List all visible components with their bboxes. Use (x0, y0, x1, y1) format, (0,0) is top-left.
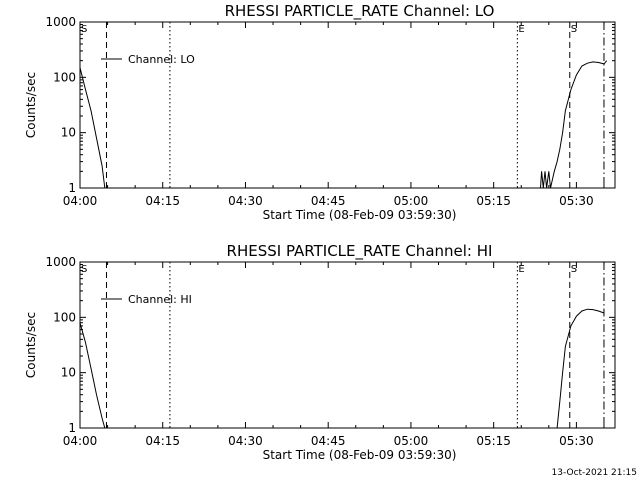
footer-timestamp: 13-Oct-2021 21:15 (552, 468, 637, 478)
y-tick-label: 100 (53, 310, 76, 324)
x-tick-label: 05:00 (394, 434, 429, 448)
time-marker-label: S (81, 264, 87, 275)
x-tick-label: 04:15 (145, 194, 180, 208)
y-tick-label: 10 (61, 366, 76, 380)
series-line-channel-hi (79, 322, 106, 429)
chart-title: RHESSI PARTICLE_RATE Channel: HI (227, 242, 493, 261)
x-tick-label: 05:30 (559, 194, 594, 208)
x-tick-label: 04:00 (63, 194, 98, 208)
time-marker-label: E (518, 264, 524, 275)
x-tick-label: 04:00 (63, 434, 98, 448)
y-tick-label: 1 (68, 421, 76, 435)
chart-panel-lo: RHESSI PARTICLE_RATE Channel: LO 04:00 04:… (24, 2, 616, 222)
x-tick-label: 05:30 (559, 434, 594, 448)
y-tick-label: 10 (61, 126, 76, 140)
x-tick-label: 04:45 (311, 194, 346, 208)
series-line-channel-hi (556, 308, 605, 429)
y-axis-label: Counts/sec (24, 72, 38, 138)
y-tick-label: 100 (53, 70, 76, 84)
x-tick-label: 04:15 (145, 434, 180, 448)
y-tick-label: 1 (68, 181, 76, 195)
x-axis-label: Start Time (08-Feb-09 03:59:30) (263, 208, 457, 222)
x-tick-label: 05:15 (476, 194, 511, 208)
series-line-channel-lo (540, 60, 608, 189)
time-marker-label: S (81, 24, 87, 35)
x-tick-label: 04:30 (228, 194, 263, 208)
y-tick-label: 1000 (45, 255, 76, 269)
legend-label: Channel: LO (128, 53, 195, 66)
series-line-channel-lo (79, 67, 106, 189)
x-tick-label: 04:30 (228, 434, 263, 448)
x-tick-label: 05:15 (476, 434, 511, 448)
x-axis-label: Start Time (08-Feb-09 03:59:30) (263, 448, 457, 462)
legend-label: Channel: HI (128, 293, 192, 306)
chart-panel-hi: RHESSI PARTICLE_RATE Channel: HI 04:00 04:… (24, 242, 616, 462)
x-tick-label: 05:00 (394, 194, 429, 208)
chart-title: RHESSI PARTICLE_RATE Channel: LO (225, 2, 495, 21)
y-tick-label: 1000 (45, 15, 76, 29)
time-marker-label: S (571, 264, 577, 275)
y-axis-label: Counts/sec (24, 312, 38, 378)
x-tick-label: 04:45 (311, 434, 346, 448)
time-marker-label: E (518, 24, 524, 35)
time-marker-label: S (571, 24, 577, 35)
